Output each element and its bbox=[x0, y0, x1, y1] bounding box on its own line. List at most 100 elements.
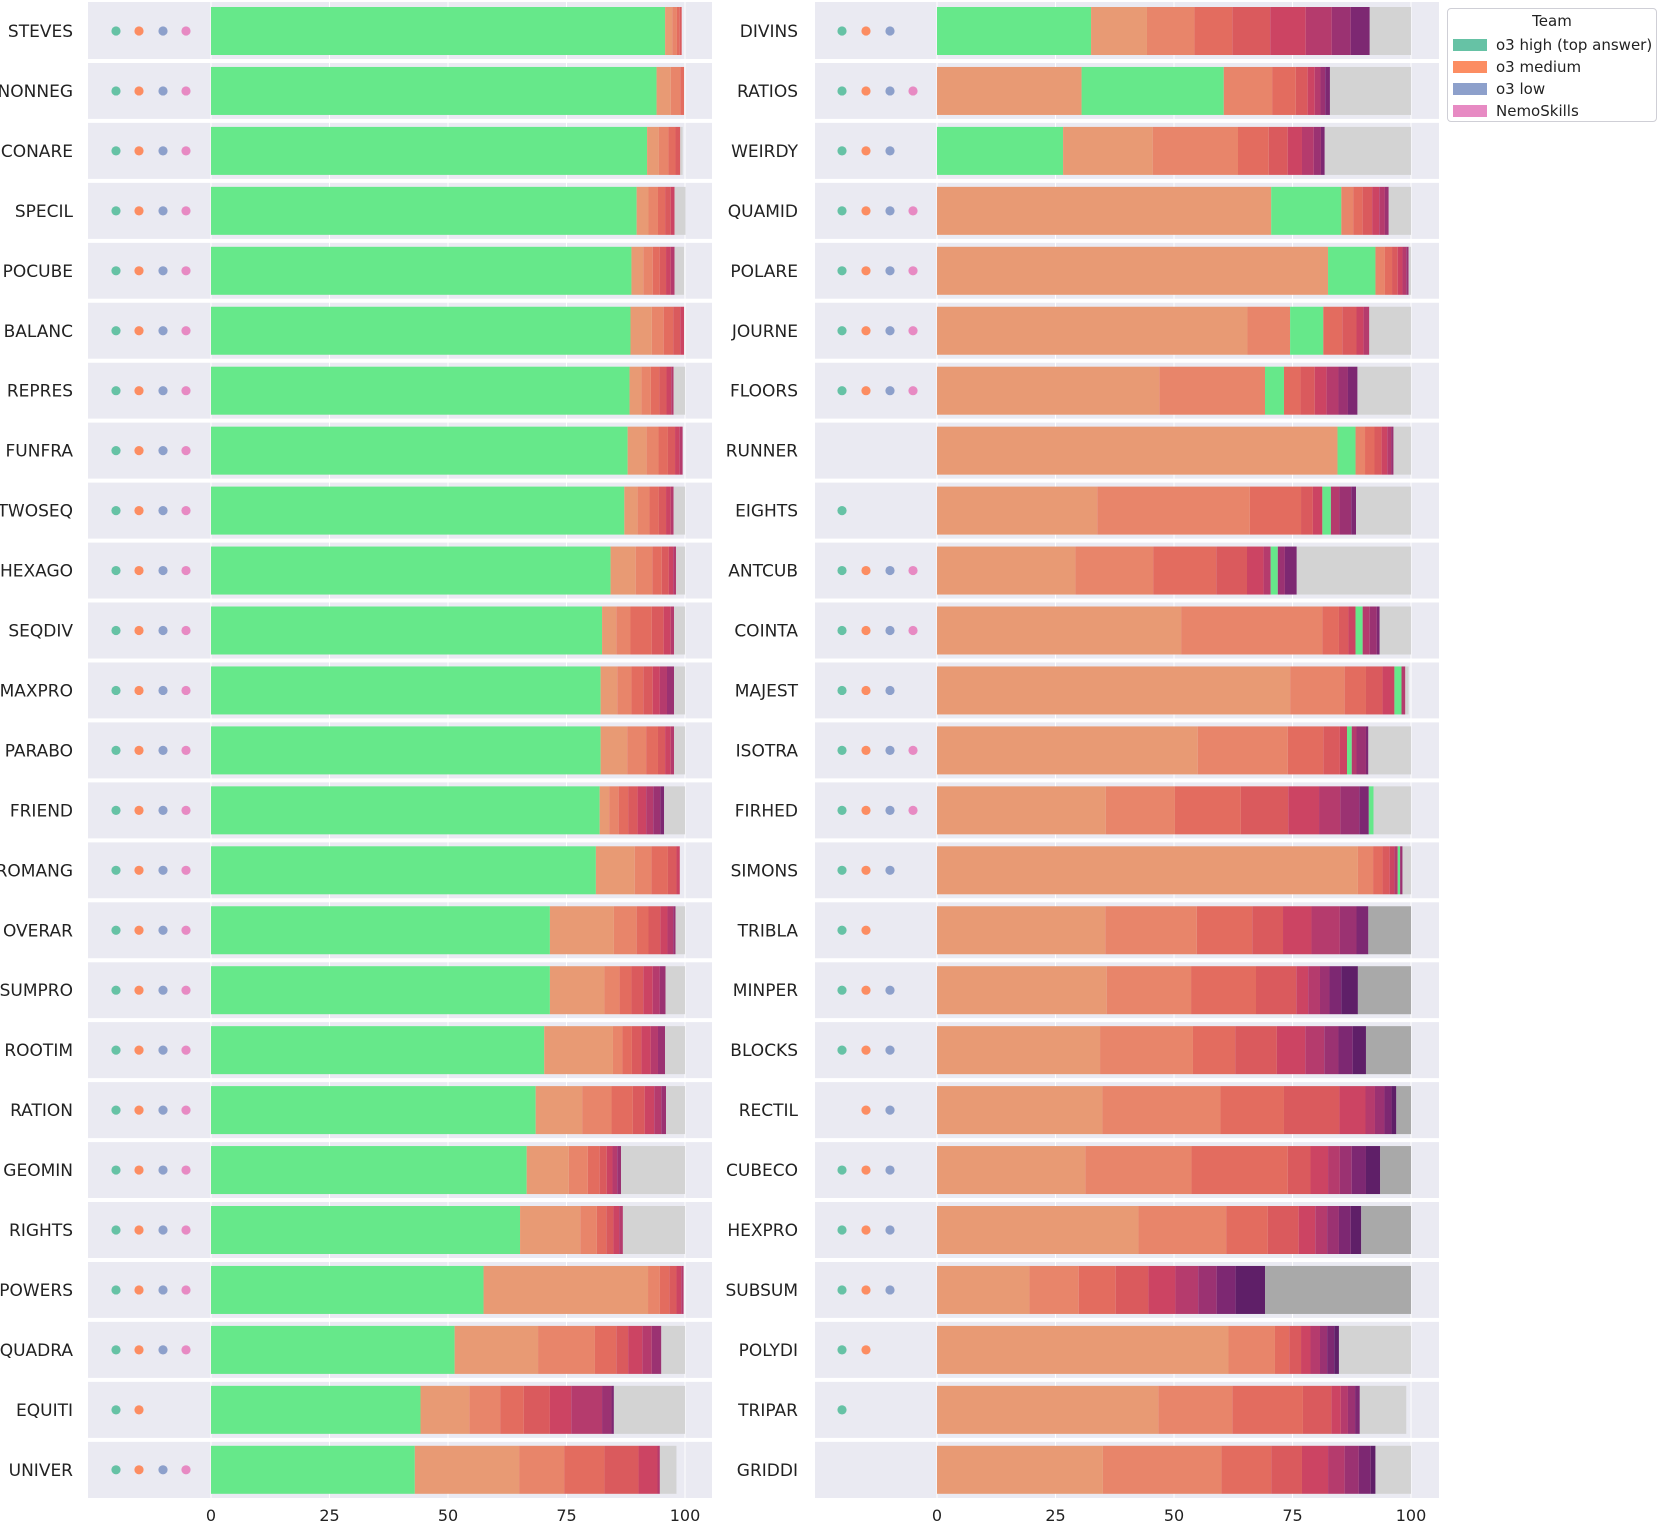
team-marker-dot bbox=[181, 86, 191, 96]
bar-segment-wrong bbox=[600, 666, 618, 715]
bar-segment-wrong bbox=[676, 846, 680, 895]
legend-swatch-o3-low bbox=[1453, 83, 1487, 95]
bar-segment-wrong bbox=[657, 186, 666, 235]
bar-segment-wrong bbox=[1344, 666, 1366, 715]
team-marker-dot bbox=[134, 1405, 144, 1415]
team-marker-dot bbox=[158, 865, 168, 875]
bar-segment-wrong bbox=[631, 1026, 642, 1075]
bar-segment-unanswered bbox=[1369, 7, 1411, 55]
bar-segment-wrong bbox=[1370, 1445, 1376, 1494]
team-marker-dot bbox=[111, 206, 121, 216]
bar-segment-wrong bbox=[679, 7, 682, 55]
bar-segment-wrong bbox=[937, 1325, 1229, 1374]
bar-segment-wrong bbox=[1392, 246, 1398, 295]
bar-segment-wrong bbox=[609, 786, 619, 835]
team-marker-dot bbox=[158, 925, 168, 935]
team-marker-dot bbox=[134, 206, 144, 216]
bar-row: COINTA bbox=[734, 598, 1439, 655]
bar-segment-wrong bbox=[659, 1265, 670, 1314]
bar-segment-wrong bbox=[937, 426, 1338, 475]
team-marker-dot bbox=[181, 266, 191, 276]
bar-segment-wrong bbox=[1341, 186, 1354, 235]
bar-segment-wrong bbox=[648, 186, 658, 235]
team-marker-dot bbox=[158, 266, 168, 276]
bar-segment-wrong bbox=[1358, 1445, 1371, 1494]
bar-row: RIGHTS bbox=[9, 1198, 712, 1254]
bar-segment-wrong bbox=[414, 1445, 520, 1494]
team-marker-dot bbox=[861, 1045, 871, 1055]
team-marker-dot bbox=[861, 146, 871, 156]
team-marker-dot bbox=[837, 146, 847, 156]
bar-segment-wrong bbox=[1312, 486, 1323, 535]
bar-segment-wrong bbox=[523, 1385, 550, 1434]
bar-segment-unanswered bbox=[659, 1445, 677, 1494]
bar-segment-wrong bbox=[659, 366, 667, 415]
team-marker-dot bbox=[181, 1165, 191, 1175]
bar-segment-unanswered bbox=[1408, 246, 1411, 295]
team-marker-dot bbox=[885, 1285, 895, 1295]
bar-segment-wrong bbox=[1397, 246, 1403, 295]
bar-row: SPECIL bbox=[15, 178, 712, 235]
bar-segment-unanswered bbox=[621, 1146, 685, 1195]
bar-segment-wrong bbox=[670, 606, 675, 655]
team-marker-dot bbox=[181, 625, 191, 636]
bar-segment-wrong bbox=[1376, 606, 1380, 655]
team-marker-dot bbox=[111, 865, 121, 875]
bar-segment-wrong bbox=[656, 66, 671, 115]
team-marker-dot bbox=[861, 1105, 871, 1115]
row-label: QUADRA bbox=[0, 1341, 73, 1361]
bar-row: ROOTIM bbox=[4, 1018, 712, 1075]
row-label: EIGHTS bbox=[735, 502, 798, 522]
bar-segment-wrong bbox=[1338, 606, 1349, 655]
bar-segment-wrong bbox=[1342, 306, 1357, 355]
team-marker-dot bbox=[158, 745, 168, 756]
bar-segment-wrong bbox=[1268, 126, 1288, 175]
bar-segment-wrong bbox=[1295, 66, 1308, 115]
bar-segment-wrong bbox=[1319, 1325, 1328, 1374]
bar-segment-wrong bbox=[937, 606, 1182, 655]
bar-segment-wrong bbox=[673, 906, 676, 955]
bar-segment-correct bbox=[211, 426, 628, 475]
bar-segment-wrong bbox=[1267, 1206, 1299, 1254]
team-marker-dot bbox=[111, 446, 121, 456]
bar-row: CONARE bbox=[1, 118, 712, 175]
bar-segment-correct bbox=[1081, 66, 1224, 115]
bar-segment-wrong bbox=[1313, 126, 1321, 175]
bar-segment-wrong bbox=[599, 786, 610, 835]
bar-segment-wrong bbox=[1115, 1265, 1149, 1314]
bar-segment-correct bbox=[211, 726, 601, 775]
bar-segment-wrong bbox=[1305, 1026, 1325, 1075]
bar-segment-wrong bbox=[1289, 1325, 1302, 1374]
bar-segment-wrong bbox=[651, 846, 668, 895]
team-marker-dot bbox=[181, 446, 191, 456]
bar-segment-wrong bbox=[675, 426, 680, 475]
team-marker-dot bbox=[158, 985, 168, 995]
team-marker-dot bbox=[134, 266, 144, 276]
bar-segment-correct bbox=[211, 666, 601, 715]
team-marker-dot bbox=[111, 26, 121, 36]
bar-row: ANTCUB bbox=[728, 538, 1439, 595]
bar-segment-wrong bbox=[1357, 846, 1374, 895]
team-marker-dot bbox=[181, 1105, 191, 1115]
bar-segment-wrong bbox=[660, 906, 668, 955]
bar-segment-unanswered bbox=[1375, 1445, 1411, 1494]
bar-segment-wrong bbox=[1226, 1206, 1268, 1254]
bar-row: GRIDDI bbox=[737, 1437, 1439, 1494]
bar-segment-unanswered bbox=[1359, 1385, 1407, 1434]
bar-segment-wrong bbox=[1391, 1086, 1397, 1135]
bar-segment-wrong bbox=[649, 486, 659, 535]
row-label: TRIBLA bbox=[737, 921, 799, 941]
bar-segment-wrong bbox=[1063, 126, 1153, 175]
team-marker-dot bbox=[111, 1465, 121, 1475]
team-marker-dot bbox=[134, 1345, 144, 1355]
bar-row: TRIBLA bbox=[737, 898, 1439, 955]
team-marker-dot bbox=[134, 506, 144, 516]
bar-row: UNIVER bbox=[9, 1437, 712, 1494]
bar-segment-wrong bbox=[613, 906, 637, 955]
bar-segment-wrong bbox=[519, 1445, 565, 1494]
bar-segment-wrong bbox=[1102, 1086, 1221, 1135]
bar-segment-wrong bbox=[594, 1325, 617, 1374]
bar-segment-wrong bbox=[1347, 366, 1358, 415]
row-label: POCUBE bbox=[3, 262, 73, 282]
bar-row: POLARE bbox=[730, 238, 1439, 295]
